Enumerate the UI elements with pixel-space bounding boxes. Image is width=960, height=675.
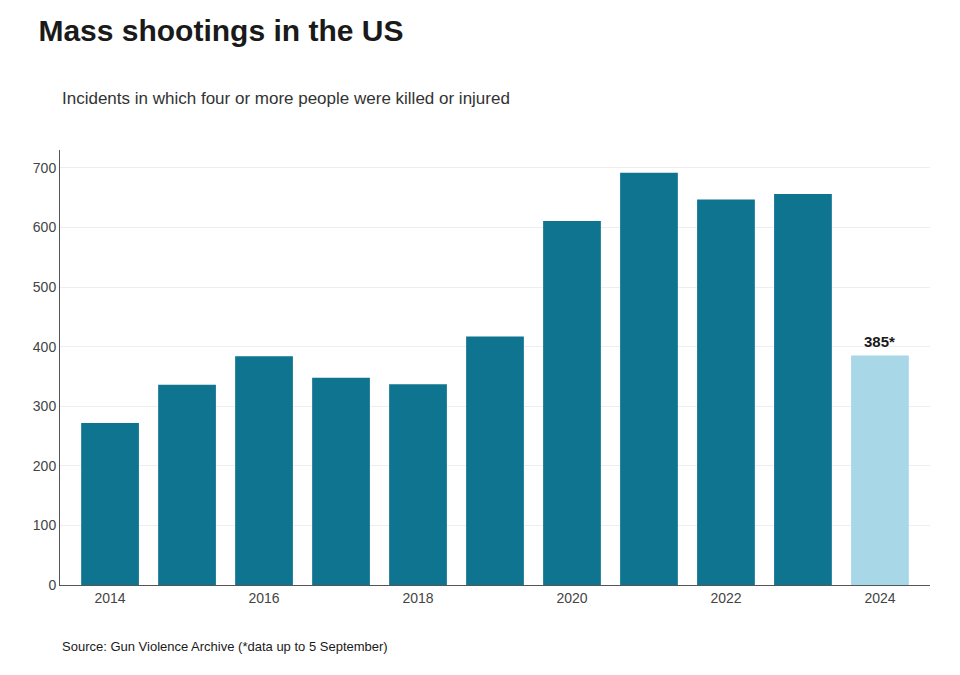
svg-text:385*: 385*	[864, 333, 895, 350]
svg-text:2014: 2014	[94, 590, 125, 606]
svg-text:2020: 2020	[556, 590, 587, 606]
svg-text:100: 100	[33, 517, 57, 533]
svg-text:300: 300	[33, 398, 57, 414]
svg-text:0: 0	[48, 577, 56, 593]
svg-text:200: 200	[33, 458, 57, 474]
svg-text:2022: 2022	[710, 590, 741, 606]
svg-text:Source: Gun Violence Archive (: Source: Gun Violence Archive (*data up t…	[62, 639, 388, 654]
svg-text:Mass shootings in the US: Mass shootings in the US	[38, 14, 403, 47]
svg-text:400: 400	[33, 339, 57, 355]
svg-text:2018: 2018	[402, 590, 433, 606]
svg-text:Incidents in which four or mor: Incidents in which four or more people w…	[62, 89, 510, 108]
svg-text:500: 500	[33, 279, 57, 295]
svg-text:700: 700	[33, 160, 57, 176]
svg-text:2024: 2024	[864, 590, 895, 606]
svg-text:2016: 2016	[248, 590, 279, 606]
svg-text:600: 600	[33, 219, 57, 235]
